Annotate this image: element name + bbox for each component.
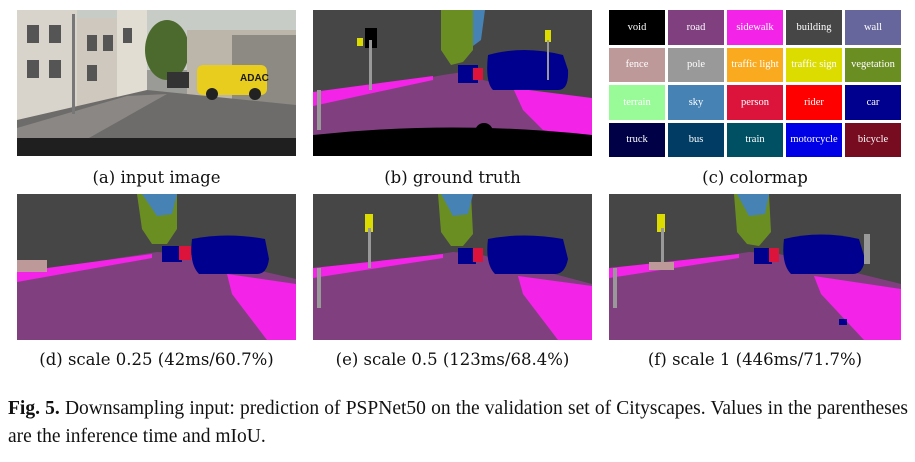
colormap-cell-fence: fence	[609, 47, 665, 82]
colormap-cell-void: void	[609, 10, 665, 45]
figure-caption-text: Downsampling input: prediction of PSPNet…	[8, 398, 908, 447]
colormap-cell-person: person	[727, 85, 783, 120]
input-image: ADAC	[17, 10, 296, 156]
colormap-cell-wall: wall	[845, 10, 901, 45]
colormap-grid: void road sidewalk building wall fence pole tra…	[609, 10, 901, 157]
subcaption-c: (c) colormap	[702, 168, 808, 187]
prediction-scale-0-5-segmentation	[313, 194, 592, 340]
colormap-cell-train: train	[727, 122, 783, 157]
subcaption-d: (d) scale 0.25 (42ms/60.7%)	[39, 350, 274, 369]
colormap-cell-road: road	[668, 10, 724, 45]
ground-truth-segmentation	[313, 10, 592, 156]
colormap-cell-sky: sky	[668, 85, 724, 120]
colormap-cell-vegetation: vegetation	[845, 47, 901, 82]
colormap-cell-pole: pole	[668, 47, 724, 82]
colormap-cell-car: car	[845, 85, 901, 120]
subcaption-e: (e) scale 0.5 (123ms/68.4%)	[335, 350, 570, 369]
figure-caption: Fig. 5. Downsampling input: prediction o…	[8, 395, 908, 451]
colormap-cell-motorcycle: motorcycle	[786, 122, 842, 157]
prediction-scale-0-25-segmentation	[17, 194, 296, 340]
prediction-scale-0-25	[17, 194, 296, 340]
ground-truth-image	[313, 10, 592, 156]
prediction-scale-0-5	[313, 194, 592, 340]
colormap-cell-building: building	[786, 10, 842, 45]
subcaption-b: (b) ground truth	[384, 168, 521, 187]
adac-sign-text: ADAC	[240, 73, 269, 84]
prediction-scale-1-segmentation	[609, 194, 901, 340]
colormap-cell-bicycle: bicycle	[845, 122, 901, 157]
input-image-photo: ADAC	[17, 10, 296, 156]
colormap-cell-rider: rider	[786, 85, 842, 120]
colormap-cell-truck: truck	[609, 122, 665, 157]
prediction-scale-1	[609, 194, 901, 340]
subcaption-f: (f) scale 1 (446ms/71.7%)	[647, 350, 863, 369]
colormap-cell-traffic-sign: traffic sign	[786, 47, 842, 82]
subcaption-a: (a) input image	[92, 168, 221, 187]
figure-label: Fig. 5.	[8, 398, 60, 419]
colormap-cell-terrain: terrain	[609, 85, 665, 120]
colormap-cell-sidewalk: sidewalk	[727, 10, 783, 45]
colormap-cell-bus: bus	[668, 122, 724, 157]
colormap-cell-traffic-light: traffic light	[727, 47, 783, 82]
